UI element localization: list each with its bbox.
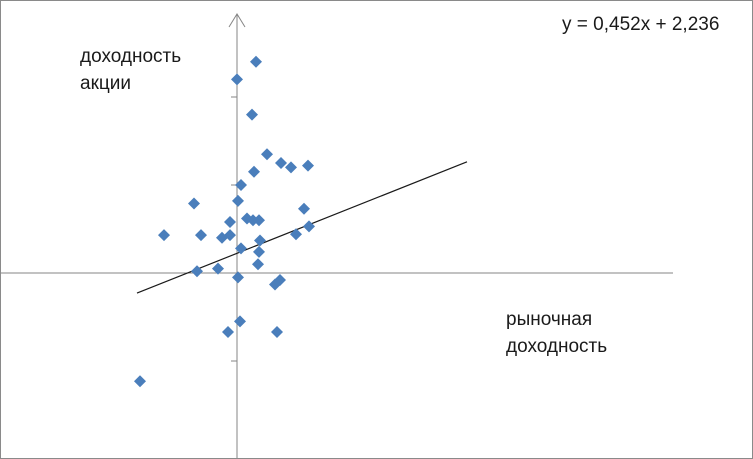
data-point [290,228,302,241]
data-point [235,179,247,191]
trendline-equation: y = 0,452x + 2,236 [562,14,720,35]
data-points [134,55,315,388]
y-axis-label: доходность акции [80,43,181,97]
data-point [191,265,203,278]
data-point [224,215,236,228]
data-point [188,197,200,210]
data-point [248,165,260,178]
data-point [298,202,310,215]
x-axis-label-line-1: рыночная [506,309,593,330]
y-axis-arrow [228,13,246,28]
data-point [234,315,246,328]
data-point [285,161,297,174]
data-point [303,220,315,233]
data-point [235,242,247,255]
axes [1,13,673,458]
data-point [231,73,243,86]
data-point [134,375,146,388]
data-point [302,159,314,172]
data-point [271,325,283,338]
data-point [269,278,281,291]
data-point [254,234,266,247]
data-point [224,229,236,242]
data-point [261,148,273,161]
data-point [253,214,265,227]
data-point [246,108,258,121]
x-axis-label-line-2: доходность [506,336,608,357]
data-point [232,271,244,284]
y-axis-label-line-2: акции [80,73,131,94]
x-axis-label: рыночная доходность [506,306,607,360]
data-point [250,55,262,68]
data-point [275,157,287,169]
y-axis-label-line-1: доходность [80,46,182,67]
data-point [232,194,244,207]
data-point [195,229,207,242]
data-point [222,325,234,338]
data-point [252,258,264,271]
data-point [158,229,170,242]
data-point [253,245,265,258]
data-point [212,262,224,275]
